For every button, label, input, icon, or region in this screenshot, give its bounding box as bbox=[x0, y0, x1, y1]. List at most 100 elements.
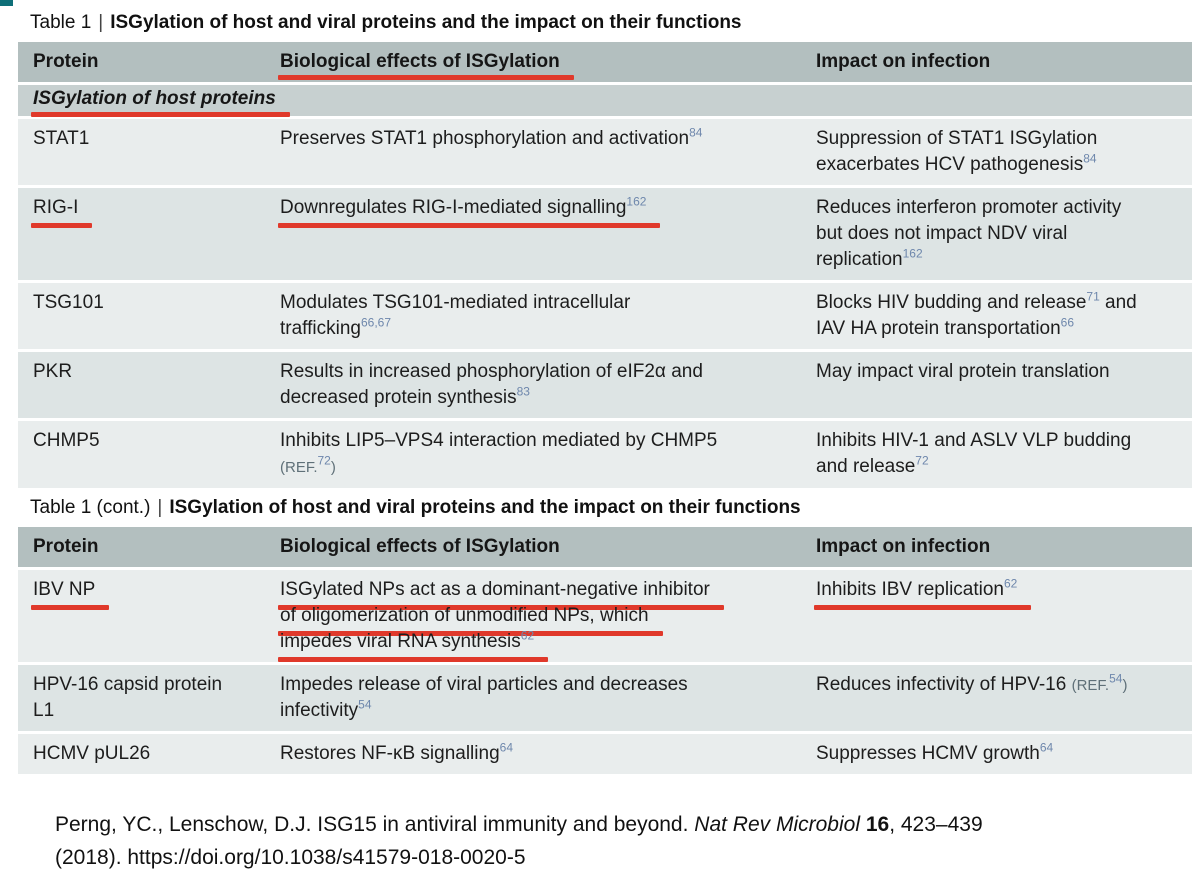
reference-superscript: 54 bbox=[358, 697, 372, 712]
text-line: but does not impact NDV viral bbox=[816, 221, 1182, 247]
table2-title: Table 1 (cont.) | ISGylation of host and v… bbox=[30, 497, 1192, 519]
text-line: IBV NP bbox=[30, 577, 270, 610]
text: Reduces interferon promoter activity bbox=[816, 197, 1122, 218]
text: ISGylated NPs act as a dominant-negative… bbox=[280, 579, 710, 600]
text-line: HPV-16 capsid protein bbox=[33, 672, 270, 698]
text-line: IAV HA protein transportation66 bbox=[816, 316, 1182, 342]
text-line: ISGylated NPs act as a dominant-negative… bbox=[278, 577, 806, 610]
reference-label: ) bbox=[330, 459, 336, 476]
table1: Protein Biological effects of ISGylation I… bbox=[18, 42, 1192, 488]
text: replication bbox=[816, 249, 903, 270]
reference-superscript: 72 bbox=[317, 453, 331, 468]
effects-cell: Inhibits LIP5–VPS4 interaction mediated … bbox=[280, 428, 816, 481]
text-line: CHMP5 bbox=[33, 428, 270, 454]
text: IBV NP bbox=[33, 579, 96, 600]
column-header-impact: Impact on infection bbox=[816, 536, 991, 557]
text-line: infectivity54 bbox=[280, 698, 806, 724]
impact-cell: Inhibits IBV replication62 bbox=[813, 576, 1192, 655]
table2-label: Table 1 (cont.) bbox=[30, 497, 151, 518]
impact-cell: Reduces infectivity of HPV-16 (REF.54) bbox=[816, 672, 1192, 724]
column-header-protein: Protein bbox=[33, 51, 99, 72]
reference-superscript: 66 bbox=[1060, 315, 1075, 330]
effects-cell: Impedes release of viral particles and d… bbox=[280, 672, 816, 724]
text: PKR bbox=[33, 361, 73, 382]
table1-title-text: ISGylation of host and viral proteins an… bbox=[110, 12, 742, 33]
reference-superscript: 54 bbox=[1109, 671, 1123, 686]
text-line: of oligomerization of unmodified NPs, wh… bbox=[278, 603, 806, 636]
section-header-row: ISGylation of host proteins bbox=[18, 85, 1192, 117]
annotated-text: IBV NP bbox=[30, 577, 110, 610]
text: HPV-16 capsid protein bbox=[33, 674, 223, 695]
annotated-text: Biological effects of ISGylation bbox=[278, 51, 574, 80]
text: and bbox=[1099, 292, 1137, 313]
text-line: (REF.72) bbox=[280, 454, 806, 481]
text: Inhibits LIP5–VPS4 interaction mediated … bbox=[280, 430, 718, 451]
effects-cell: Modulates TSG101-mediated intracellular t… bbox=[280, 290, 816, 342]
text-line: impedes viral RNA synthesis62 bbox=[277, 629, 806, 662]
text-line: L1 bbox=[33, 698, 270, 724]
text: Impedes release of viral particles and d… bbox=[280, 674, 688, 695]
table2: Protein Biological effects of ISGylation I… bbox=[18, 527, 1192, 774]
text: trafficking bbox=[280, 318, 361, 339]
text: Blocks HIV budding and release bbox=[816, 292, 1087, 313]
protein-cell: HCMV pUL26 bbox=[18, 741, 280, 767]
text: RIG-I bbox=[33, 197, 79, 218]
table-row: TSG101 Modulates TSG101-mediated intracel… bbox=[18, 283, 1192, 349]
protein-cell: RIG-I bbox=[18, 195, 280, 273]
protein-cell: TSG101 bbox=[18, 290, 280, 342]
screen-edge-artifact bbox=[0, 0, 13, 6]
impact-cell: May impact viral protein translation bbox=[816, 359, 1192, 411]
text: Preserves STAT1 phosphorylation and acti… bbox=[280, 128, 690, 149]
text-line: Downregulates RIG-I-mediated signalling1… bbox=[277, 195, 806, 228]
text: Restores NF-κB signalling bbox=[280, 743, 500, 764]
text: Inhibits HIV-1 and ASLV VLP budding bbox=[816, 430, 1132, 451]
table-row: STAT1 Preserves STAT1 phosphorylation and… bbox=[18, 119, 1192, 185]
text: TSG101 bbox=[33, 292, 104, 313]
impact-cell: Inhibits HIV-1 and ASLV VLP budding and r… bbox=[816, 428, 1192, 481]
volume-number: 16 bbox=[865, 813, 890, 836]
text: Downregulates RIG-I-mediated signalling bbox=[280, 197, 627, 218]
table-header-row: Protein Biological effects of ISGylation I… bbox=[18, 42, 1192, 82]
text-line: exacerbates HCV pathogenesis84 bbox=[816, 152, 1182, 178]
text-line: RIG-I bbox=[30, 195, 270, 228]
text-line: STAT1 bbox=[33, 126, 270, 152]
table-row: PKR Results in increased phosphorylation … bbox=[18, 352, 1192, 418]
text: CHMP5 bbox=[33, 430, 100, 451]
text: HCMV pUL26 bbox=[33, 743, 151, 764]
text-line: Results in increased phosphorylation of … bbox=[280, 359, 806, 385]
text: exacerbates HCV pathogenesis bbox=[816, 154, 1084, 175]
citation-line: Perng, YC., Lenschow, D.J. ISG15 in anti… bbox=[55, 808, 1192, 841]
text-line: Modulates TSG101-mediated intracellular bbox=[280, 290, 806, 316]
protein-cell: CHMP5 bbox=[18, 428, 280, 481]
text: Modulates TSG101-mediated intracellular bbox=[280, 292, 631, 313]
effects-cell: Results in increased phosphorylation of … bbox=[280, 359, 816, 411]
text: Perng, YC., Lenschow, D.J. ISG15 in anti… bbox=[55, 813, 695, 836]
reference-superscript: 84 bbox=[1083, 151, 1097, 166]
reference-superscript: 62 bbox=[1004, 576, 1018, 591]
reference-label: (REF. bbox=[1071, 677, 1110, 694]
reference-superscript: 162 bbox=[902, 246, 923, 261]
text-line: trafficking66,67 bbox=[280, 316, 806, 342]
text: decreased protein synthesis bbox=[280, 387, 517, 408]
text-line: Preserves STAT1 phosphorylation and acti… bbox=[280, 126, 806, 152]
column-header-protein: Protein bbox=[33, 536, 99, 557]
text: of oligomerization of unmodified NPs, wh… bbox=[280, 605, 649, 626]
table-header-row: Protein Biological effects of ISGylation I… bbox=[18, 527, 1192, 567]
text-line: Inhibits IBV replication62 bbox=[813, 576, 1182, 610]
text-line: Inhibits LIP5–VPS4 interaction mediated … bbox=[280, 428, 806, 454]
title-separator: | bbox=[157, 497, 163, 518]
text-line: replication162 bbox=[816, 247, 1182, 273]
protein-cell: STAT1 bbox=[18, 126, 280, 178]
citation: Perng, YC., Lenschow, D.J. ISG15 in anti… bbox=[55, 808, 1192, 874]
reference-label: ) bbox=[1122, 677, 1128, 694]
text: and release bbox=[816, 456, 916, 477]
text-line: Reduces interferon promoter activity bbox=[816, 195, 1182, 221]
table2-title-text: ISGylation of host and viral proteins an… bbox=[169, 497, 801, 518]
table-row: IBV NP ISGylated NPs act as a dominant-ne… bbox=[18, 570, 1192, 662]
reference-superscript: 71 bbox=[1086, 289, 1100, 304]
title-separator: | bbox=[98, 12, 104, 33]
protein-cell: IBV NP bbox=[18, 577, 280, 655]
reference-superscript: 64 bbox=[1039, 740, 1054, 755]
text: L1 bbox=[33, 700, 55, 721]
protein-cell: HPV-16 capsid protein L1 bbox=[18, 672, 280, 724]
